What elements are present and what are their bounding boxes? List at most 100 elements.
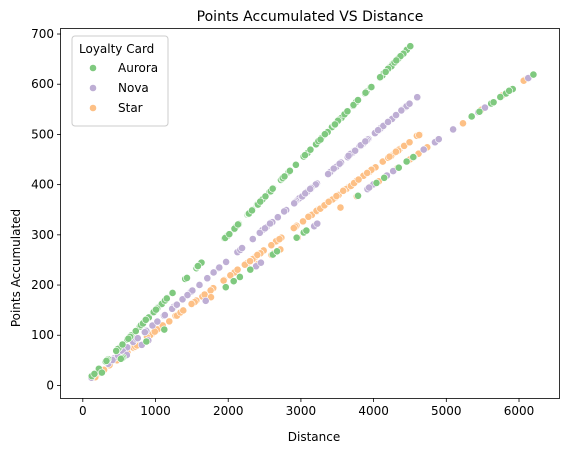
scatter-point-aurora [152,305,160,314]
legend-label-star: Star [118,101,143,115]
scatter-point-aurora [256,197,265,206]
scatter-point-aurora [141,315,150,324]
scatter-point-aurora [372,179,381,187]
x-tick-label: 4000 [358,404,389,418]
scatter-point-star [332,192,341,200]
scatter-point-nova [222,258,230,266]
scatter-point-aurora [505,86,514,95]
scatter-point-star [207,293,215,302]
scatter-point-aurora [496,93,505,101]
scatter-point-aurora [97,368,106,377]
scatter-point-star [405,138,414,147]
scatter-point-aurora [118,340,127,349]
scatter-point-star [354,175,363,184]
scatter-point-nova [384,118,392,126]
x-tick-label: 2000 [213,404,244,418]
scatter-point-star [233,265,242,274]
y-tick-label: 700 [31,27,54,41]
scatter-point-star [324,197,333,206]
scatter-point-nova [301,189,310,198]
legend-entries: Aurora Nova Star [89,61,158,115]
scatter-point-nova [160,311,169,319]
scatter-point-aurora [409,153,418,161]
x-tick-label: 6000 [504,404,535,418]
scatter-point-aurora [361,88,370,97]
scatter-point-nova [413,93,422,102]
scatter-point-aurora [124,334,133,343]
scatter-point-star [400,141,409,150]
scatter-point-aurora [376,73,385,82]
scatter-point-nova [195,281,204,289]
scatter-point-aurora [402,157,411,166]
scatter-point-aurora [406,42,415,51]
scatter-point-aurora [268,184,277,193]
y-axis: 0 100 200 300 400 500 600 700 [31,27,61,392]
legend-label-nova: Nova [118,81,149,95]
scatter-point-nova [172,300,181,309]
scatter-point-aurora [235,273,244,281]
scatter-point-star [363,169,372,177]
legend-marker-nova [89,84,97,92]
scatter-point-aurora [193,262,202,270]
scatter-point-nova [183,291,192,299]
scatter-point-star [253,251,262,259]
scatter-point-aurora [529,70,538,79]
scatter-point-nova [209,268,218,277]
legend-box [71,35,169,127]
scatter-point-aurora [343,107,352,116]
scatter-point-star [336,203,345,212]
points-layer [87,42,538,382]
scatter-point-aurora [354,96,362,104]
scatter-point-aurora [302,226,311,235]
scatter-point-nova [405,99,414,108]
scatter-point-aurora [354,191,362,200]
scatter-point-nova [140,328,149,337]
y-axis-label: Points Accumulated [9,209,23,327]
scatter-point-star [392,147,400,156]
scatter-point-star [289,224,298,232]
scatter-point-aurora [291,160,300,169]
scatter-point-star [304,212,313,221]
scatter-point-nova [313,219,322,228]
scatter-point-aurora [261,192,270,201]
scatter-point-star [179,306,188,315]
scatter-point-nova [392,111,400,119]
scatter-point-aurora [131,327,140,335]
legend-marker-aurora [89,64,97,72]
scatter-point-nova [255,228,264,237]
scatter-point-aurora [280,172,289,181]
scatter-point-star [385,152,394,161]
scatter-point-nova [266,219,274,228]
scatter-point-nova [133,334,142,343]
scatter-point-aurora [142,337,151,346]
scatter-point-aurora [102,356,111,365]
scatter-point-star [415,131,424,139]
legend-marker-star [89,104,97,112]
scatter-point-nova [324,170,333,178]
scatter-point-star [459,119,467,128]
scatter-point-star [246,257,254,266]
scatter-point-star [165,317,174,326]
scatter-point-aurora [273,247,281,256]
scatter-point-aurora [234,220,242,229]
scatter-point-nova [273,213,282,222]
x-tick-label: 1000 [140,404,171,418]
scatter-point-nova [344,151,353,160]
scatter-point-aurora [320,130,329,139]
scatter-point-nova [335,159,344,168]
scatter-point-nova [248,235,257,243]
y-tick-label: 400 [31,178,54,192]
scatter-point-aurora [489,98,498,107]
scatter-point-aurora [292,233,301,242]
legend: Loyalty Card Aurora Nova Star [71,35,169,127]
scatter-point-aurora [246,265,255,274]
scatter-point-nova [449,125,457,134]
scatter-point-star [378,157,387,166]
y-tick-label: 500 [31,127,54,141]
scatter-point-aurora [248,206,256,215]
y-tick-label: 600 [31,77,54,91]
scatter-point-aurora [475,107,484,116]
scatter-point-nova [201,296,210,305]
scatter-point-nova [257,258,265,267]
scatter-point-star [339,186,348,195]
